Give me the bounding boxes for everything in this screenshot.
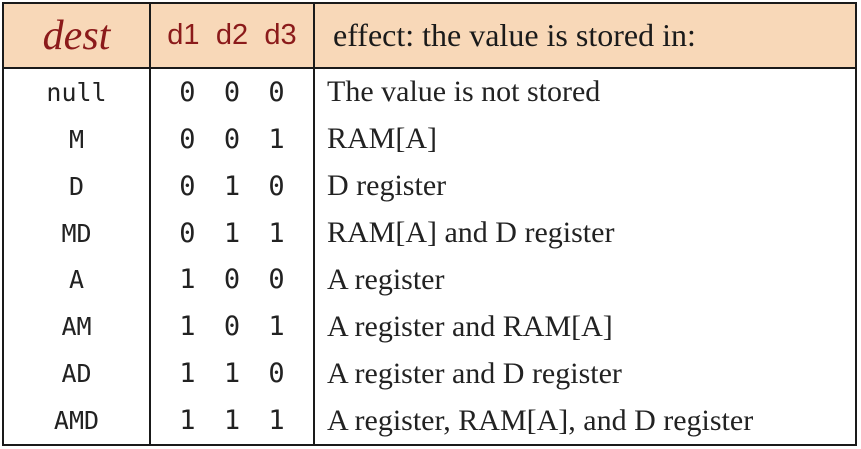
bit-d3: 0 — [268, 264, 285, 296]
row-dest: AM — [4, 303, 151, 351]
header-bits: d1 d2 d3 — [151, 4, 315, 69]
bit-d3: 1 — [268, 217, 285, 249]
header-d2: d2 — [215, 19, 249, 51]
bit-d3: 1 — [268, 311, 285, 343]
bit-d3: 1 — [268, 123, 285, 155]
bit-d2: 1 — [223, 405, 241, 437]
bit-d1: 1 — [179, 358, 196, 390]
bit-d1: 1 — [179, 311, 196, 343]
row-effect: A register and RAM[A] — [327, 309, 613, 343]
bit-d2: 0 — [223, 311, 241, 343]
header-d1: d1 — [167, 19, 200, 51]
bit-d3: 0 — [268, 358, 285, 390]
bit-d3: 1 — [268, 405, 285, 437]
row-dest: D — [4, 162, 151, 210]
row-bits: 1 1 1 — [151, 397, 315, 444]
bit-d2: 0 — [223, 123, 241, 155]
header-dest: dest — [4, 4, 151, 69]
row-dest: MD — [4, 209, 151, 257]
header-effect: effect: the value is stored in: — [315, 4, 855, 69]
row-effect: RAM[A] — [327, 122, 437, 156]
bit-d2: 1 — [223, 170, 241, 202]
row-dest: A — [4, 256, 151, 304]
row-dest: M — [4, 115, 151, 163]
bit-d1: 0 — [179, 217, 196, 249]
bit-d3: 0 — [268, 170, 285, 202]
row-bits: 0 1 1 — [151, 209, 315, 257]
row-effect: A register and D register — [327, 356, 622, 390]
row-effect: A register — [327, 262, 445, 296]
bit-d1: 0 — [179, 170, 196, 202]
row-bits: 0 0 0 — [151, 69, 315, 116]
bit-d2: 0 — [223, 76, 241, 108]
bit-d1: 1 — [179, 264, 196, 296]
row-effect: D register — [327, 169, 447, 203]
row-dest: AD — [4, 350, 151, 398]
row-dest: AMD — [4, 397, 151, 444]
row-bits: 0 0 1 — [151, 115, 315, 163]
bit-d1: 0 — [179, 76, 196, 108]
row-bits: 0 1 0 — [151, 162, 315, 210]
bit-d1: 0 — [179, 123, 196, 155]
bit-d3: 0 — [268, 76, 285, 108]
bit-d2: 0 — [223, 264, 241, 296]
row-bits: 1 0 1 — [151, 303, 315, 351]
header-d3: d3 — [264, 19, 297, 51]
row-effect: The value is not stored — [327, 75, 601, 109]
row-bits: 1 1 0 — [151, 350, 315, 398]
bit-d1: 1 — [179, 405, 196, 437]
bit-d2: 1 — [223, 217, 241, 249]
row-effect: RAM[A] and D register — [327, 216, 615, 250]
row-effect: A register, RAM[A], and D register — [327, 403, 754, 437]
row-bits: 1 0 0 — [151, 256, 315, 304]
row-dest: null — [4, 69, 151, 116]
bit-d2: 1 — [223, 358, 241, 390]
